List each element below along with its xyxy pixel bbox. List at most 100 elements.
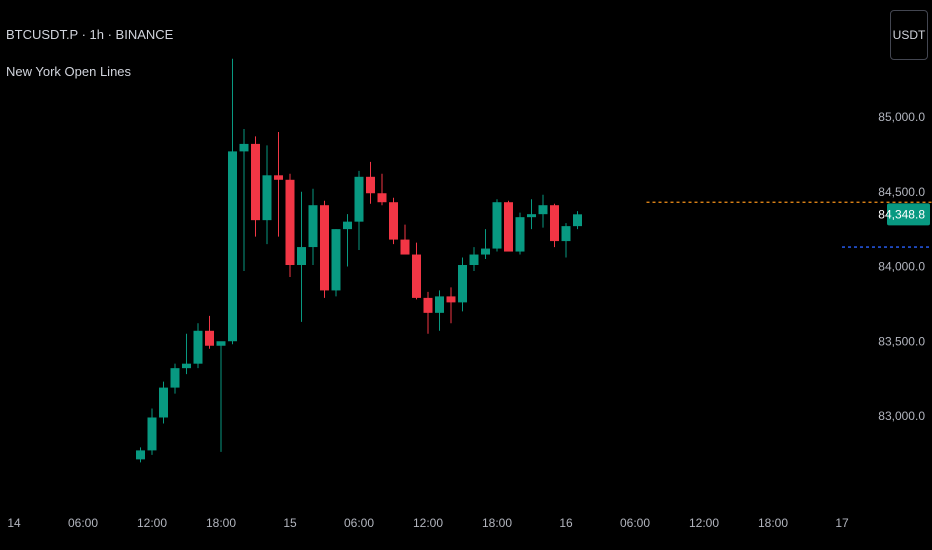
currency-button[interactable]: USDT [890, 10, 928, 60]
candle-body [469, 254, 479, 266]
candles-layer [136, 58, 582, 463]
candle [182, 333, 191, 375]
candle-body [458, 265, 467, 303]
candle [435, 290, 444, 331]
candle [492, 199, 502, 252]
candle-body [251, 143, 260, 221]
candle-body [297, 247, 306, 266]
candle-body [354, 176, 364, 222]
price-axis[interactable]: 85,000.0 84,500.0 84,000.0 83,500.0 83,000.0 [878, 110, 925, 423]
candle [343, 214, 352, 267]
time-tick-label: 06:00 [620, 516, 650, 530]
candle [423, 291, 433, 334]
candle [354, 170, 364, 251]
candle-body [136, 450, 145, 460]
candle [170, 363, 180, 394]
candle-body [147, 417, 157, 451]
candle-body [205, 330, 214, 346]
candle-body [182, 363, 191, 369]
candle-body [435, 296, 444, 313]
price-tick-label: 84,500.0 [878, 185, 925, 199]
time-tick-label: 16 [559, 516, 573, 530]
candle [550, 203, 559, 248]
candle [228, 58, 237, 345]
candle-body [343, 221, 352, 230]
candle [366, 161, 375, 204]
candle [297, 191, 306, 322]
candle-body [423, 297, 433, 313]
candle [285, 173, 295, 277]
price-tick-label: 83,000.0 [878, 409, 925, 423]
time-tick-label: 18:00 [758, 516, 788, 530]
candle [239, 128, 249, 271]
candle-body [377, 193, 387, 203]
candle [262, 145, 272, 245]
candle-body [389, 202, 398, 240]
time-tick-label: 17 [835, 516, 849, 530]
candle-body [262, 175, 272, 221]
time-axis[interactable]: 14 06:00 12:00 18:00 15 06:00 12:00 18:00 16 06:0… [7, 516, 849, 530]
candle [561, 223, 571, 258]
candle [331, 229, 341, 297]
time-tick-label: 12:00 [413, 516, 443, 530]
price-tick-label: 84,000.0 [878, 260, 925, 274]
candle [458, 257, 467, 312]
candle [389, 197, 398, 245]
candle-body [170, 368, 180, 388]
price-tick-label: 83,500.0 [878, 334, 925, 348]
candle [251, 136, 260, 237]
candle [136, 447, 145, 463]
time-tick-label: 14 [7, 516, 21, 530]
candle-body [550, 205, 559, 242]
time-tick-label: 12:00 [689, 516, 719, 530]
candle [538, 194, 548, 228]
candle-body [216, 341, 226, 346]
candle [573, 211, 582, 230]
candle-body [538, 205, 548, 215]
candle [515, 212, 525, 255]
candle [193, 323, 203, 369]
candle [446, 287, 456, 324]
candle [412, 242, 421, 300]
time-tick-label: 18:00 [482, 516, 512, 530]
time-tick-label: 06:00 [344, 516, 374, 530]
candle [481, 229, 490, 260]
candle-body [320, 205, 329, 291]
symbol-title[interactable]: BTCUSDT.P · 1h · BINANCE [6, 27, 174, 42]
last-price-label: 84,348.8 [878, 203, 930, 226]
candle-body [274, 175, 283, 180]
candle-body [573, 214, 582, 227]
indicator-title[interactable]: New York Open Lines [6, 64, 132, 79]
candle-body [193, 330, 203, 364]
candle-body [239, 143, 249, 152]
last-price-badge [887, 203, 930, 226]
candle [205, 315, 214, 349]
candle-body [481, 248, 490, 255]
time-tick-label: 18:00 [206, 516, 236, 530]
candle-body [446, 296, 456, 303]
candle [469, 247, 479, 271]
candle [400, 224, 410, 255]
price-tick-label: 85,000.0 [878, 110, 925, 124]
candle-body [515, 217, 525, 252]
candle-body [561, 226, 571, 242]
candle [377, 173, 387, 206]
candle-body [366, 176, 375, 194]
candle-body [412, 254, 421, 298]
candle [147, 408, 157, 455]
candle [527, 199, 536, 230]
candle [308, 188, 318, 266]
candle-body [527, 214, 536, 218]
candle-body [492, 202, 502, 249]
candle-body [504, 202, 513, 252]
candle-body [331, 229, 341, 291]
time-tick-label: 12:00 [137, 516, 167, 530]
last-price-text: 84,348.8 [878, 207, 925, 221]
time-tick-label: 06:00 [68, 516, 98, 530]
candle-body [228, 151, 237, 342]
candle [216, 341, 226, 452]
candle [159, 381, 168, 424]
candle-body [308, 205, 318, 248]
time-tick-label: 15 [283, 516, 297, 530]
